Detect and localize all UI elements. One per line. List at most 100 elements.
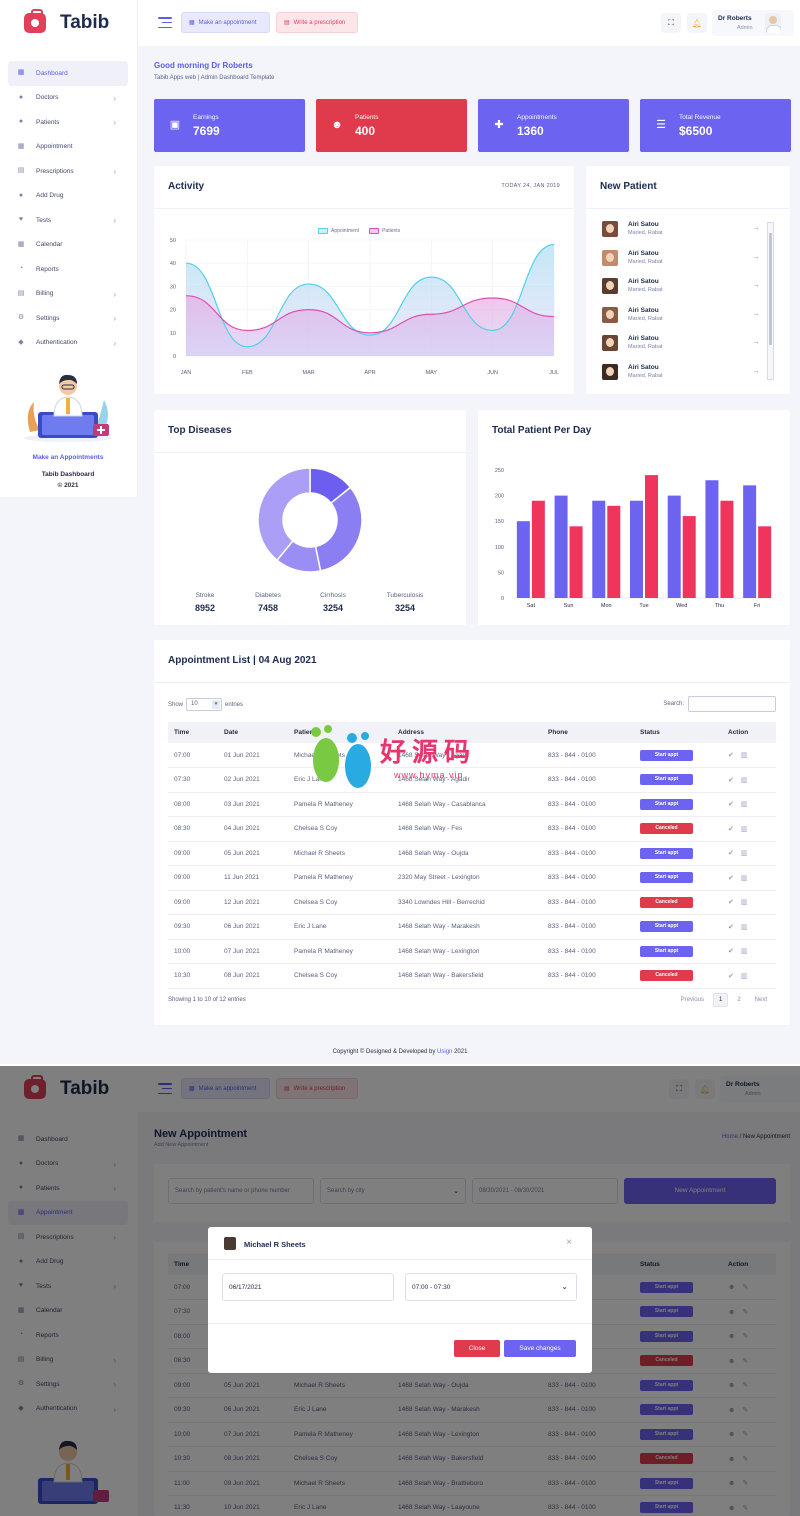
bar-mon-2[interactable] bbox=[607, 505, 621, 598]
page-2-button[interactable]: 2 bbox=[737, 997, 741, 1003]
table-row[interactable]: 08:30 04 Jun 2021 Chelsea S Coy 1468 Selah … bbox=[168, 816, 776, 842]
list-item[interactable]: Airi Satou Maried, Rabat → bbox=[602, 275, 760, 301]
list-item[interactable]: Airi Satou Maried, Rabat → bbox=[602, 218, 760, 244]
make-appointments-link[interactable]: Make an Appointments bbox=[32, 454, 104, 461]
status-badge[interactable]: Start appt bbox=[640, 798, 693, 810]
arrow-right-icon[interactable]: → bbox=[752, 280, 760, 289]
arrow-right-icon[interactable]: → bbox=[752, 337, 760, 346]
list-item[interactable]: Airi Satou Maried, Rabat → bbox=[602, 304, 760, 330]
sidebar-item-add-drug[interactable]: ● Add Drug bbox=[8, 184, 128, 209]
make-appointment-button[interactable]: ▦Make an appointment bbox=[181, 12, 270, 33]
bar-sun-1[interactable] bbox=[554, 495, 568, 598]
arrow-right-icon[interactable]: → bbox=[752, 223, 760, 232]
sidebar-item-doctors[interactable]: ● Doctors › bbox=[8, 86, 128, 111]
arrow-right-icon[interactable]: → bbox=[752, 308, 760, 318]
check-icon[interactable]: ✔ bbox=[728, 972, 741, 980]
trash-icon[interactable]: ▥ bbox=[740, 825, 755, 833]
sidebar-item-appointment[interactable]: ▦ Appointment bbox=[8, 135, 128, 160]
sidebar-item-calendar[interactable]: ▦ Calendar bbox=[8, 233, 128, 258]
column-header-phone[interactable]: Phone bbox=[542, 722, 634, 743]
status-badge[interactable]: Canceled bbox=[640, 823, 693, 835]
table-row[interactable]: 09:00 12 Jun 2021 Chelsea S Coy 3340 Lownde… bbox=[168, 890, 776, 915]
revenue-card[interactable]: ☰ Total Revenue $6500 bbox=[640, 99, 791, 152]
footer-link[interactable]: Usign bbox=[437, 1049, 453, 1055]
save-changes-button[interactable]: Save changes bbox=[504, 1340, 576, 1357]
next-page-button[interactable]: Next bbox=[754, 997, 767, 1003]
sidebar-item-authentication[interactable]: ◆ Authentication › bbox=[8, 331, 128, 356]
status-badge[interactable]: Start appt bbox=[640, 945, 693, 957]
column-header-status[interactable]: Status bbox=[634, 722, 722, 743]
check-icon[interactable]: ✔ bbox=[728, 825, 741, 833]
arrow-right-icon[interactable]: → bbox=[752, 365, 760, 375]
bar-sat-2[interactable] bbox=[531, 500, 545, 598]
column-header-time[interactable]: Time bbox=[168, 722, 218, 743]
check-icon[interactable]: ✔ bbox=[728, 874, 741, 882]
trash-icon[interactable]: ▥ bbox=[740, 923, 755, 931]
trash-icon[interactable]: ▥ bbox=[740, 801, 755, 809]
status-badge[interactable]: Start appt bbox=[640, 847, 693, 859]
check-icon[interactable]: ✔ bbox=[728, 776, 741, 784]
check-icon[interactable]: ✔ bbox=[728, 752, 741, 759]
status-badge[interactable]: Canceled bbox=[640, 970, 693, 982]
trash-icon[interactable]: ▥ bbox=[740, 874, 755, 882]
sidebar-item-prescriptions[interactable]: ▤ Prescriptions › bbox=[8, 159, 128, 184]
check-icon[interactable]: ✔ bbox=[728, 899, 741, 907]
column-header-date[interactable]: Date bbox=[218, 722, 288, 743]
trash-icon[interactable]: ▥ bbox=[740, 752, 755, 759]
table-row[interactable]: 09:00 11 Jun 2021 Pamela R Matheney 2320 Ma… bbox=[168, 865, 776, 891]
scrollbar-thumb[interactable] bbox=[769, 233, 772, 345]
sidebar-item-dashboard[interactable]: ▦ Dashboard bbox=[8, 61, 128, 86]
sidebar-item-patients[interactable]: ● Patients › bbox=[8, 110, 128, 135]
status-badge[interactable]: Start appt bbox=[640, 774, 693, 786]
appointment-date-input[interactable]: 06/17/2021 bbox=[222, 1273, 394, 1301]
status-badge[interactable]: Start appt bbox=[640, 921, 693, 933]
logo[interactable]: Tabib bbox=[24, 9, 109, 34]
bar-wed-2[interactable] bbox=[682, 516, 696, 598]
trash-icon[interactable]: ▥ bbox=[740, 850, 755, 858]
previous-page-button[interactable]: Previous bbox=[680, 997, 704, 1003]
trash-icon[interactable]: ▥ bbox=[740, 972, 755, 980]
close-button[interactable]: Close bbox=[454, 1340, 500, 1357]
arrow-right-icon[interactable]: → bbox=[752, 251, 760, 261]
sidebar-item-settings[interactable]: ⚙ Settings › bbox=[8, 306, 128, 331]
list-item[interactable]: Airi Satou Maried, Rabat → bbox=[602, 247, 760, 273]
bar-thu-1[interactable] bbox=[705, 480, 719, 598]
search-input[interactable] bbox=[688, 696, 776, 712]
table-row[interactable]: 08:00 03 Jun 2021 Pamela R Matheney 1468 Se… bbox=[168, 792, 776, 817]
series-line-appointment[interactable] bbox=[185, 244, 555, 348]
write-prescription-button[interactable]: ▤Write a prescription bbox=[276, 12, 358, 33]
trash-icon[interactable]: ▥ bbox=[740, 776, 755, 784]
check-icon[interactable]: ✔ bbox=[728, 850, 741, 858]
table-row[interactable]: 07:30 02 Jun 2021 Eric J Lane 1468 Selah Wa… bbox=[168, 767, 776, 793]
check-icon[interactable]: ✔ bbox=[728, 801, 741, 809]
sidebar-item-billing[interactable]: ▤ Billing › bbox=[8, 282, 128, 307]
appointments-card[interactable]: ✚ Appointments 1360 bbox=[478, 99, 629, 152]
entries-select[interactable]: 10 ▾ bbox=[186, 698, 223, 711]
bar-sun-2[interactable] bbox=[569, 526, 583, 598]
menu-toggle-icon[interactable] bbox=[158, 17, 172, 28]
user-menu[interactable]: Dr Roberts Admin bbox=[712, 10, 794, 36]
bell-icon[interactable]: 🔔︎ bbox=[687, 13, 707, 33]
bar-wed-1[interactable] bbox=[667, 495, 681, 598]
bar-mon-1[interactable] bbox=[592, 500, 606, 598]
close-icon[interactable]: × bbox=[566, 1237, 572, 1248]
legend-patients[interactable]: Patients bbox=[369, 228, 400, 234]
earnings-card[interactable]: ▣ Earnings 7699 bbox=[154, 99, 305, 152]
scrollbar[interactable] bbox=[767, 222, 774, 380]
fullscreen-icon[interactable]: ⛶ bbox=[661, 13, 681, 33]
list-item[interactable]: Airi Satou Maried, Rabat → bbox=[602, 361, 760, 387]
column-header-address[interactable]: Address bbox=[392, 722, 542, 743]
bar-tue-1[interactable] bbox=[630, 500, 643, 598]
bar-fri-1[interactable] bbox=[743, 485, 757, 598]
appointment-time-select[interactable]: 07:00 - 07:30 ⌄ bbox=[405, 1273, 577, 1301]
trash-icon[interactable]: ▥ bbox=[740, 948, 755, 956]
legend-appointment[interactable]: Appointment bbox=[318, 228, 359, 234]
sidebar-item-tests[interactable]: ♥ Tests › bbox=[8, 208, 128, 233]
list-item[interactable]: Airi Satou Maried, Rabat → bbox=[602, 332, 760, 358]
bar-fri-2[interactable] bbox=[758, 526, 772, 598]
sidebar-item-reports[interactable]: ◔ Reports bbox=[8, 257, 128, 282]
patients-card[interactable]: ☻ Patients 400 bbox=[316, 99, 467, 152]
